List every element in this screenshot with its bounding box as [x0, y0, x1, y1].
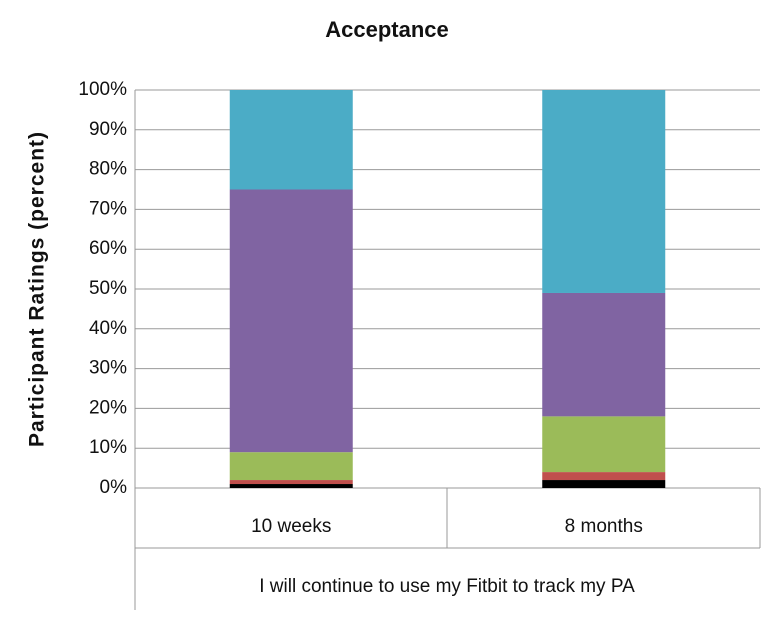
bar-segment	[542, 292, 666, 417]
y-tick-label: 20%	[89, 397, 127, 418]
y-tick-label: 0%	[100, 477, 128, 498]
y-tick-label: 70%	[89, 198, 127, 219]
bar-segment	[542, 472, 666, 481]
y-tick-label: 50%	[89, 278, 127, 299]
y-tick-label: 60%	[89, 238, 127, 259]
bar-segment	[229, 484, 353, 488]
chart-title: Acceptance	[325, 17, 449, 42]
x-tick-label: 8 months	[565, 516, 643, 537]
bar-segment	[229, 480, 353, 485]
group-label: I will continue to use my Fitbit to trac…	[259, 576, 635, 597]
bar-segment	[229, 90, 353, 190]
bar-segment	[542, 416, 666, 473]
y-tick-label: 80%	[89, 159, 127, 180]
bar-segment	[542, 480, 666, 488]
bar-segment	[229, 452, 353, 481]
y-tick-label: 40%	[89, 318, 127, 339]
bar-segment	[542, 90, 666, 293]
y-tick-label: 90%	[89, 119, 127, 140]
y-axis-title: Participant Ratings (percent)	[26, 131, 49, 447]
y-tick-label: 10%	[89, 437, 127, 458]
bar-segment	[229, 189, 353, 453]
x-tick-label: 10 weeks	[251, 516, 331, 537]
y-tick-label: 30%	[89, 358, 127, 379]
y-tick-label: 100%	[78, 79, 127, 100]
